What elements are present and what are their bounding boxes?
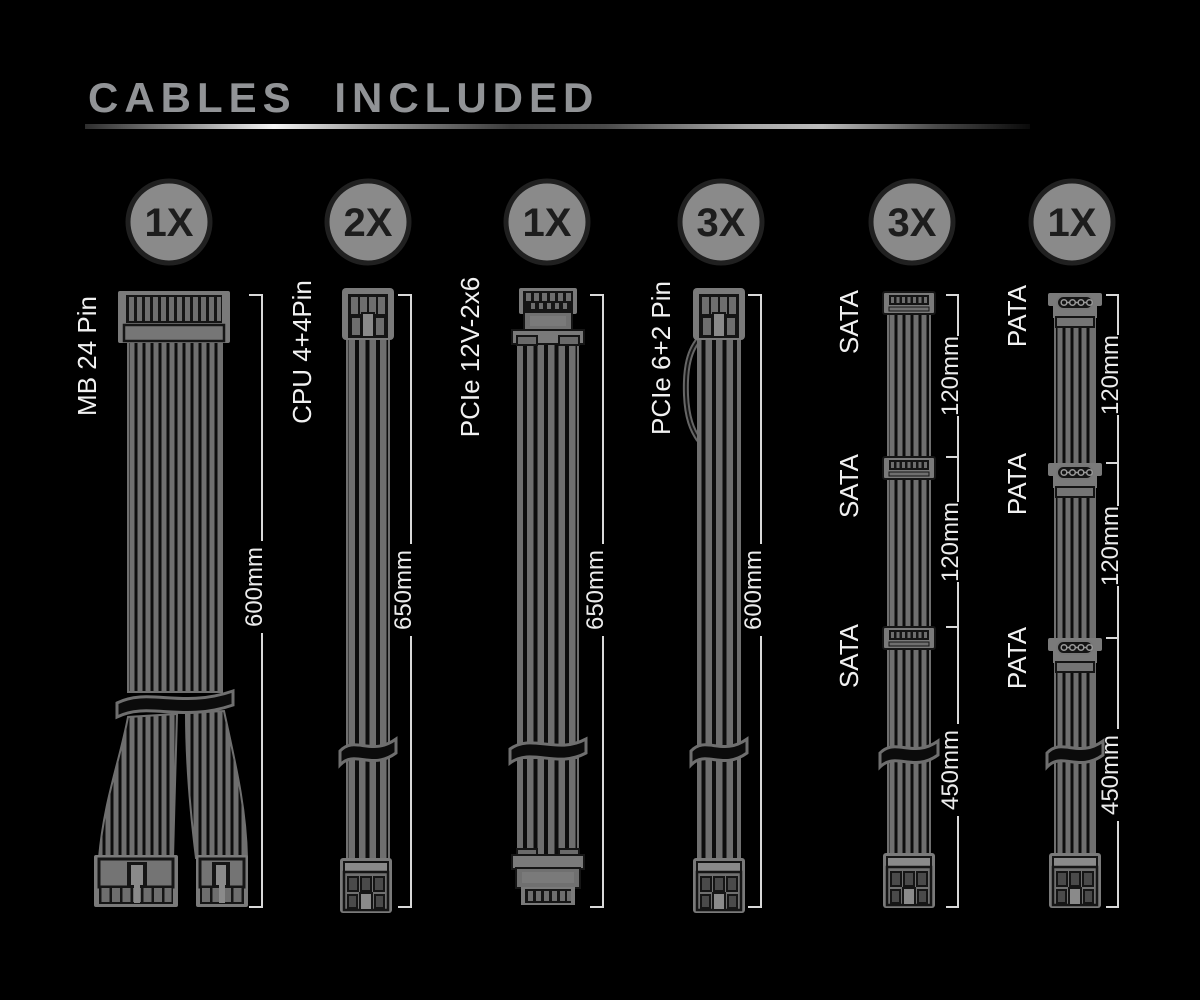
mb24-cable-art <box>94 291 249 907</box>
cable-wrap-band <box>878 738 940 771</box>
length-label: 120mm <box>1097 506 1124 586</box>
cpu-top-connector <box>342 288 394 340</box>
cable-label: PATA <box>1002 626 1032 689</box>
count-badge <box>868 178 956 266</box>
pata-cable-art <box>1045 292 1105 910</box>
cable-label: PATA <box>1002 452 1032 515</box>
cable-label: PATA <box>1002 284 1032 347</box>
cable-ribbon <box>887 299 931 751</box>
length-label: 450mm <box>1097 735 1124 815</box>
count-badge <box>677 178 765 266</box>
count-badge-text: 3X <box>888 201 937 245</box>
measure-bracket <box>1106 294 1119 908</box>
pata-connector-2 <box>1047 462 1103 498</box>
count-badge-text: 2X <box>344 201 393 245</box>
count-badge-text: 3X <box>697 201 746 245</box>
length-label: 650mm <box>582 550 609 630</box>
cable-wrap-band <box>338 736 398 769</box>
cable-ribbon <box>1054 757 1096 859</box>
cable-column-pcie-6plus2: 3X PCIe 6+2 Pin 600mm <box>646 178 767 915</box>
sata-connector-1 <box>882 291 936 315</box>
measure-bracket <box>946 294 959 908</box>
cable-ribbon <box>697 757 741 861</box>
cpu-cable-art <box>338 288 398 915</box>
pata-connector-3 <box>1047 637 1103 673</box>
cable-ribbon <box>346 757 390 861</box>
cable-column-pata: 1X PATA PATA PATA 120mm 120mm 450mm <box>1002 178 1124 910</box>
cable-column-mb-24-pin: 1X MB 24 Pin <box>72 178 268 908</box>
sata-cable-art <box>878 291 940 910</box>
pcie62-bottom-connector <box>691 856 747 915</box>
length-label: 120mm <box>937 336 964 416</box>
sata-connector-3 <box>882 626 936 650</box>
cable-ribbon <box>1054 299 1096 751</box>
measure-bracket <box>590 294 604 908</box>
measure-bracket <box>398 294 412 908</box>
cable-ribbon <box>697 337 741 751</box>
pcie62-cable-art <box>682 288 749 915</box>
length-label: 120mm <box>937 502 964 582</box>
pcie12v-top-connector <box>511 288 585 346</box>
divider-line <box>85 124 1030 129</box>
cable-column-pcie-12v-2x6: 1X PCIe 12V-2x6 <box>455 178 609 908</box>
cable-label: CPU 4+4Pin <box>287 280 317 424</box>
length-label: 600mm <box>740 550 767 630</box>
cable-label: SATA <box>834 453 864 518</box>
cable-label: SATA <box>834 289 864 354</box>
count-badge-text: 1X <box>1048 201 1097 245</box>
mb24-bottom-connector-main <box>94 855 178 907</box>
pcie62-top-connector <box>693 288 745 340</box>
split-bundle-left <box>97 712 179 859</box>
mb24-bottom-connector-aux <box>196 855 248 907</box>
sata-connector-2 <box>882 456 936 480</box>
cable-label: PCIe 12V-2x6 <box>455 277 485 437</box>
split-bundle-right <box>184 709 249 859</box>
cable-ribbon <box>517 757 579 856</box>
cable-ribbon <box>346 338 390 751</box>
count-badge-text: 1X <box>145 201 194 245</box>
cable-label: MB 24 Pin <box>72 296 102 416</box>
count-badge <box>503 178 591 266</box>
count-badge-text: 1X <box>523 201 572 245</box>
pata-bottom-connector <box>1047 851 1103 910</box>
cable-wrap-band <box>508 736 588 766</box>
length-label: 120mm <box>1097 335 1124 415</box>
mb24-top-connector <box>118 291 230 343</box>
measure-bracket <box>748 294 762 908</box>
sata-bottom-connector <box>881 851 937 910</box>
cable-wrap-band <box>689 736 749 769</box>
cable-column-sata: 3X SATA SATA SATA 120mm 120mm 450mm <box>834 178 964 910</box>
cpu-bottom-connector <box>338 856 394 915</box>
length-label: 450mm <box>937 730 964 810</box>
cable-wrap-band <box>1045 738 1105 771</box>
cable-ribbon <box>517 343 579 751</box>
pcie12v-cable-art <box>508 288 588 905</box>
length-label: 650mm <box>390 550 417 630</box>
pata-connector-1 <box>1047 292 1103 328</box>
cable-column-cpu-4plus4: 2X CPU 4+4Pin 650mm <box>287 178 417 915</box>
cable-label: PCIe 6+2 Pin <box>646 281 676 435</box>
count-badge <box>125 178 213 266</box>
cable-ribbon <box>887 757 931 859</box>
cable-ribbon <box>127 339 223 693</box>
length-label: 600mm <box>241 547 268 627</box>
measure-bracket <box>249 294 263 908</box>
page-title: CABLES INCLUDED <box>88 74 599 121</box>
count-badge <box>324 178 412 266</box>
cable-label: SATA <box>834 623 864 688</box>
cable-wrap-band <box>115 688 235 720</box>
pcie12v-bottom-connector <box>511 848 585 905</box>
count-badge <box>1028 178 1116 266</box>
